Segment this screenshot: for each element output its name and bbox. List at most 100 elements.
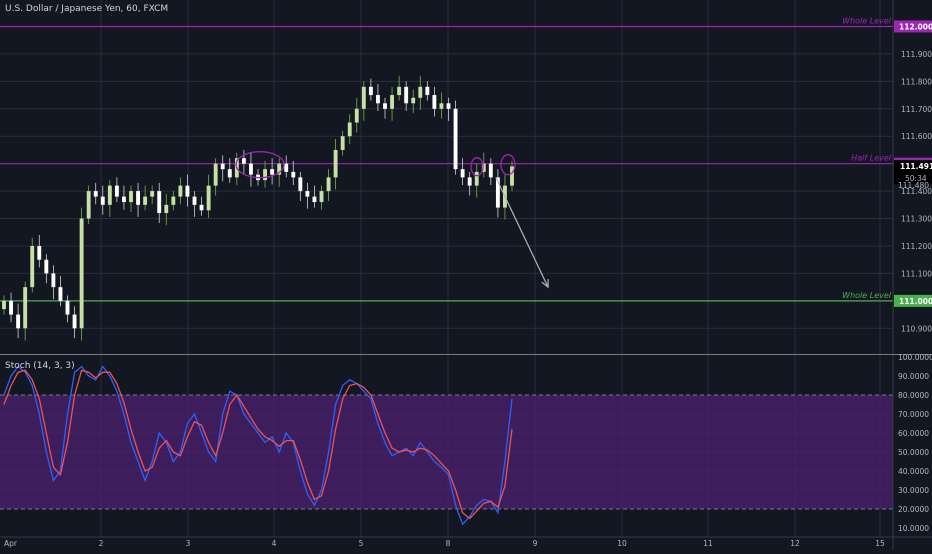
stoch-tick-label: 10.0000 [898, 524, 929, 533]
stoch-d-line [3, 369, 513, 520]
candle-body [16, 314, 21, 329]
stoch-tick-label: 80.0000 [898, 391, 929, 400]
candle-body [312, 196, 317, 203]
time-tick-label: 10 [617, 539, 627, 548]
candle-body [65, 300, 70, 315]
price-tick-label: 111.800 [901, 77, 932, 86]
symbol-title: U.S. Dollar / Japanese Yen, 60, FXCM [5, 4, 169, 14]
candle-body [354, 108, 359, 123]
candle-body [213, 163, 218, 186]
candle-body [150, 191, 155, 197]
candle-body [368, 86, 373, 96]
candle-body [263, 169, 267, 181]
time-tick-label: 15 [875, 539, 885, 548]
candle-body [397, 86, 402, 96]
candle-body [474, 171, 479, 186]
stoch-band [0, 394, 893, 510]
price-tick-label: 111.100 [901, 269, 932, 278]
level-price-tag [894, 20, 932, 33]
candle-body [9, 300, 13, 315]
stoch-tick-label: 100.0000 [898, 353, 932, 362]
candle-body [277, 163, 282, 175]
candle-body [79, 218, 84, 329]
candle-body [319, 191, 324, 203]
level-label: Whole Level [842, 16, 892, 25]
price-tick-label: 111.700 [901, 105, 932, 114]
time-tick-label: 12 [790, 539, 800, 548]
candle-body [481, 163, 486, 172]
trend-arrow-head [541, 279, 549, 289]
candle-body [425, 86, 430, 96]
last-price-value: 111.491 [900, 162, 932, 171]
candle-body [298, 177, 303, 192]
candle-body [249, 163, 253, 175]
price-tick-label: 111.600 [901, 132, 932, 141]
level-lines: Whole Level Half Level Whole Level [0, 16, 893, 302]
candle-body [390, 95, 394, 109]
candle-body [114, 185, 119, 197]
candle-body [37, 245, 42, 260]
candle-body [418, 86, 423, 98]
candle-body [326, 177, 331, 192]
price-tick-label: 111.900 [901, 50, 932, 59]
candle-body [107, 185, 112, 205]
time-tick-label: 11 [703, 539, 713, 548]
candle-body [432, 95, 437, 109]
stoch-tick-label: 60.0000 [898, 429, 929, 438]
candle-body [192, 196, 197, 205]
candle-body [206, 185, 211, 211]
highlight-ellipse [235, 151, 285, 179]
candle-body [361, 86, 366, 109]
candle-body [383, 103, 387, 109]
candle-body [86, 191, 91, 219]
candle-body [171, 196, 176, 205]
candle-body [446, 103, 451, 109]
time-tick-label: 5 [359, 539, 364, 548]
stoch-k-line [3, 365, 513, 526]
candle-body [291, 171, 296, 178]
last-price-countdown: 50:34 [905, 174, 927, 183]
trend-arrow-line [495, 177, 549, 288]
price-tick-label: 110.900 [901, 324, 932, 333]
candle-body [72, 314, 77, 329]
candle-body [347, 122, 352, 137]
time-tick-label: 3 [186, 539, 191, 548]
stoch-tick-label: 50.0000 [898, 448, 929, 457]
candle-body [44, 259, 49, 274]
stoch-tick-label: 90.0000 [898, 372, 929, 381]
candle-body [100, 196, 105, 205]
candle-body [185, 185, 190, 197]
price-tick-label: 111.300 [901, 215, 932, 224]
candles [2, 75, 514, 341]
candle-body [93, 191, 98, 197]
candle-body [467, 177, 472, 186]
time-tick-label: 9 [533, 539, 538, 548]
stoch-lines [3, 365, 513, 526]
candle-body [340, 136, 345, 150]
time-tick-label: Apr [4, 539, 18, 548]
time-tick-label: 8 [446, 539, 451, 548]
highlight-ellipse [470, 157, 484, 177]
candle-body [488, 163, 493, 178]
candle-body [404, 86, 409, 104]
stoch-tick-label: 20.0000 [898, 505, 929, 514]
candle-body [270, 169, 275, 175]
price-axis-bg [893, 0, 932, 550]
candle-body [241, 158, 246, 164]
last-price-tag [894, 160, 932, 185]
candle-body [439, 103, 444, 109]
stoch-tick-label: 70.0000 [898, 410, 929, 419]
time-tick-label: 4 [272, 539, 277, 548]
annotations [235, 151, 549, 289]
level-label: Whole Level [842, 291, 892, 300]
candle-body [510, 166, 514, 186]
stoch-title: Stoch (14, 3, 3) [5, 361, 75, 371]
stoch-tick-label: 40.0000 [898, 467, 929, 476]
candle-body [2, 300, 6, 310]
candle-body [30, 245, 35, 288]
candle-body [23, 287, 28, 329]
level-price-tag [894, 294, 932, 307]
